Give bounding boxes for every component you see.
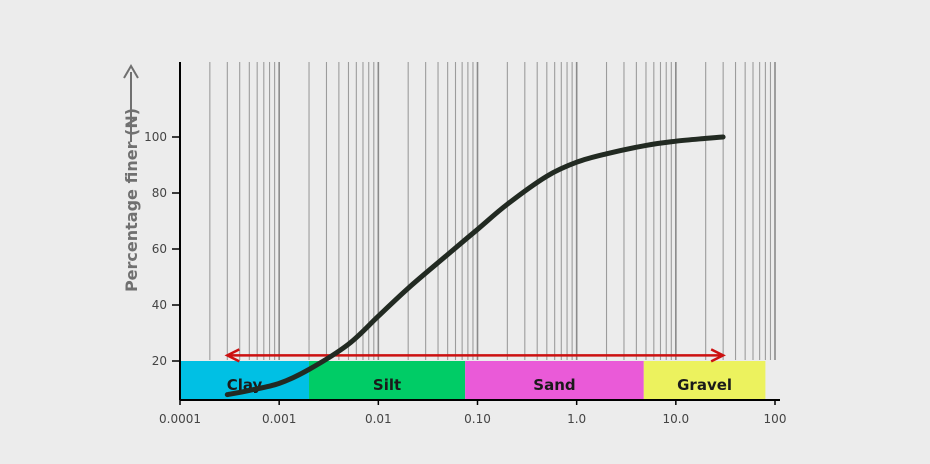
x-tick-label: 0.10 xyxy=(464,412,491,426)
y-axis-title-arrow-head xyxy=(123,64,139,79)
band-gravel xyxy=(643,361,766,399)
x-tick-label: 0.001 xyxy=(262,412,296,426)
soil-class-bands: Clay Silt Sand Gravel xyxy=(180,361,766,399)
y-axis-title: Percentage finer (N) xyxy=(122,108,141,292)
y-tick-label: 60 xyxy=(152,242,167,256)
band-label-silt: Silt xyxy=(373,376,401,394)
vertical-gridlines xyxy=(179,62,776,360)
x-tick-label: 0.0001 xyxy=(159,412,201,426)
y-axis-title-group: Percentage finer (N) xyxy=(122,64,141,292)
band-label-sand: Sand xyxy=(533,376,575,394)
band-silt xyxy=(309,361,466,399)
gradation-curve xyxy=(224,134,726,398)
y-tick-label: 40 xyxy=(152,298,167,312)
band-sand xyxy=(465,361,644,399)
axes xyxy=(179,62,780,401)
y-tick-label: 80 xyxy=(152,186,167,200)
range-arrow-head-right xyxy=(710,348,726,363)
x-tick-label: 0.01 xyxy=(365,412,392,426)
y-ticks: 20 40 60 80 100 xyxy=(144,130,180,368)
x-tick-label: 10.0 xyxy=(662,412,689,426)
gradation-curve-line xyxy=(224,134,726,398)
x-tick-label: 100 xyxy=(764,412,787,426)
x-tick-label: 1.0 xyxy=(567,412,586,426)
band-label-gravel: Gravel xyxy=(677,376,732,394)
y-tick-label: 20 xyxy=(152,354,167,368)
y-tick-label: 100 xyxy=(144,130,167,144)
x-ticks: 0.0001 0.001 0.01 0.10 1.0 10.0 100 xyxy=(159,400,786,426)
range-arrow-head-left xyxy=(224,348,240,363)
range-arrow xyxy=(224,348,726,363)
